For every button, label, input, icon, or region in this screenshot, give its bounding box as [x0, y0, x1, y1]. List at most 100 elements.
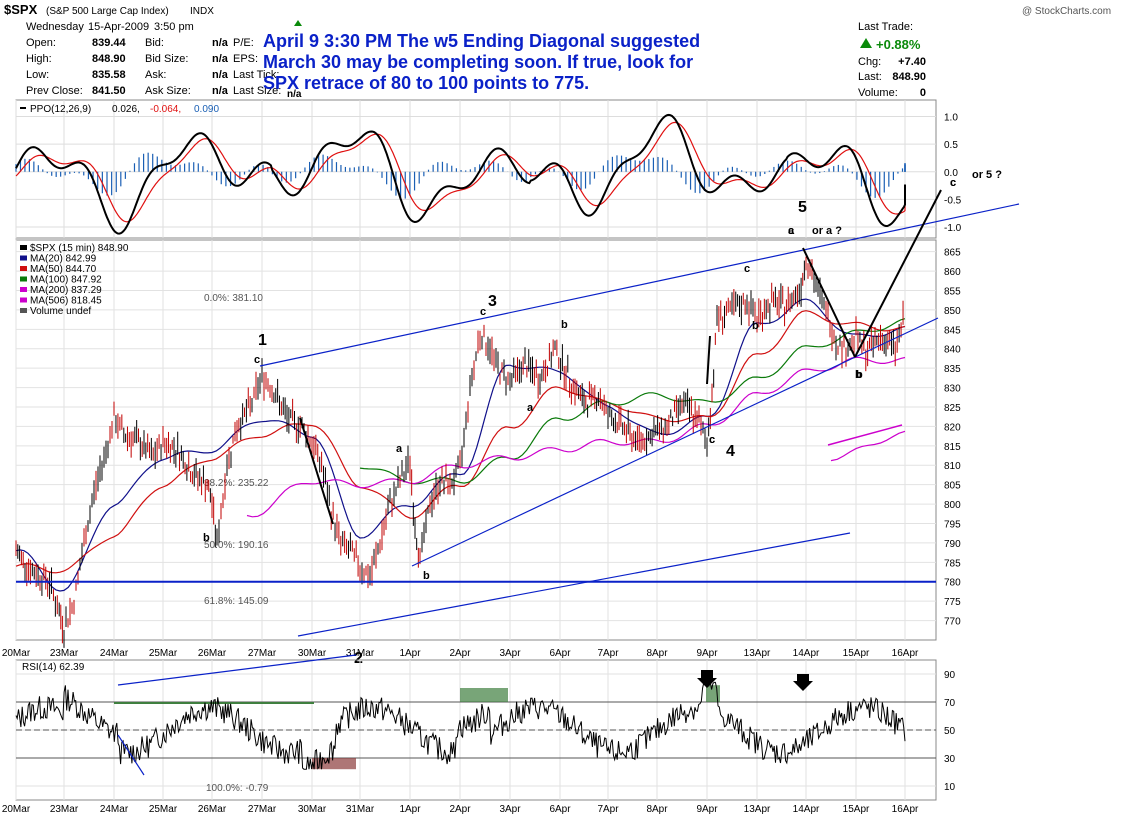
chg-value: +7.40 — [898, 56, 926, 68]
ma-line-ma506 — [830, 430, 906, 462]
ppo-legend-name: PPO(12,26,9) — [30, 104, 91, 115]
quote-time: 3:50 pm — [154, 21, 194, 33]
price-ytick: 770 — [944, 617, 961, 628]
quote-label: Bid: — [145, 37, 164, 49]
price-ytick: 795 — [944, 519, 961, 530]
xtick-bottom: 3Apr — [499, 804, 521, 815]
quote-date2: 15-Apr-2009 — [88, 21, 149, 33]
xtick-bottom: 20Mar — [2, 804, 31, 815]
trend-line — [827, 424, 903, 446]
xtick-bottom: 1Apr — [399, 804, 421, 815]
xtick-top: 27Mar — [248, 648, 277, 659]
legend-swatch — [20, 245, 27, 250]
quote-value: 841.50 — [92, 85, 126, 97]
quote-label: P/E: — [233, 37, 254, 49]
fib-label: 50.0%: 190.16 — [204, 540, 269, 551]
wave-sub-label: c — [254, 354, 260, 366]
quote-value: n/a — [212, 53, 229, 65]
legend-swatch — [20, 297, 27, 303]
rsi-overbought-fill — [460, 688, 508, 702]
ma-line-ma100 — [359, 318, 906, 485]
legend-swatch — [20, 287, 27, 292]
xtick-top: 26Mar — [198, 648, 227, 659]
triangle-up-icon — [860, 38, 872, 48]
wave-sub-label: a — [396, 443, 403, 455]
legend-entry: MA(200) 837.29 — [30, 285, 102, 296]
quote-label: Last Tick: — [233, 69, 279, 81]
xtick-bottom: 25Mar — [149, 804, 178, 815]
xtick-bottom: 8Apr — [646, 804, 668, 815]
xtick-top: 6Apr — [549, 648, 571, 659]
analyst-note: April 9 3:30 PM The w5 Ending Diagonal s… — [263, 31, 700, 93]
price-panel: 865 860 855 850 845 840 835 830 825 820 815 810 805 8… — [2, 169, 1020, 667]
chart-symbol: $SPX — [4, 2, 38, 17]
rsi-ytick: 90 — [944, 670, 956, 681]
rsi-resistance-line — [117, 654, 357, 686]
xtick-top: 13Apr — [744, 648, 771, 659]
quote-label: Bid Size: — [145, 53, 188, 65]
xtick-bottom: 27Mar — [248, 804, 277, 815]
wave-sub-label: b — [855, 369, 862, 381]
wave-sub-label: c — [709, 434, 715, 446]
chart-name: (S&P 500 Large Cap Index) — [46, 6, 169, 17]
xtick-top: 14Apr — [793, 648, 820, 659]
legend-entry: MA(100) 847.92 — [30, 275, 102, 286]
ma-line-ma50 — [15, 310, 906, 574]
price-ytick: 855 — [944, 286, 961, 297]
price-ytick: 850 — [944, 306, 961, 317]
last-size-value: n/a — [287, 89, 302, 100]
xtick-bottom: 15Apr — [843, 804, 870, 815]
xtick-bottom: 2Apr — [449, 804, 471, 815]
ma-line-ma200 — [246, 356, 906, 518]
trend-line — [854, 189, 942, 358]
ppo-ytick: 0.5 — [944, 140, 958, 151]
xtick-top: 7Apr — [597, 648, 619, 659]
fib-label: 61.8%: 145.09 — [204, 596, 269, 607]
price-frame — [15, 239, 937, 641]
legend-swatch — [20, 266, 27, 271]
xtick-bottom: 9Apr — [696, 804, 718, 815]
chart-credit: @ StockCharts.com — [1022, 6, 1111, 17]
ppo-ytick: -1.0 — [944, 223, 962, 234]
xtick-top: 3Apr — [499, 648, 521, 659]
wave-sub-label: a — [788, 225, 795, 237]
quote-value: 835.58 — [92, 69, 126, 81]
legend-entry: MA(506) 818.45 — [30, 296, 102, 307]
xtick-bottom: 14Apr — [793, 804, 820, 815]
trend-line — [259, 203, 1020, 367]
rsi-panel: 90 70 50 30 10 RSI(14) 62.39 100.0%: -0.79 2… — [2, 654, 956, 815]
wave-label: or 5 ? — [972, 169, 1002, 181]
price-ytick: 780 — [944, 578, 961, 589]
quote-table: Wednesday 15-Apr-2009 3:50 pm Open: 839.4… — [26, 20, 302, 100]
last-value: 848.90 — [892, 71, 926, 83]
trend-line — [297, 532, 851, 637]
price-ytick: 835 — [944, 364, 961, 375]
ppo-signal-line — [15, 121, 906, 223]
rsi-ytick: 50 — [944, 726, 956, 737]
xtick-bottom: 16Apr — [892, 804, 919, 815]
xtick-bottom: 26Mar — [198, 804, 227, 815]
quote-label: EPS: — [233, 53, 258, 65]
quote-value: 848.90 — [92, 53, 126, 65]
ppo-panel: 1.0 0.5 0.0 -0.5 -1.0 PPO(12,26,9) 0.026, -0… — [15, 99, 962, 239]
quote-date: Wednesday — [26, 21, 84, 33]
quote-label: Last Size: — [233, 85, 281, 97]
price-ytick: 790 — [944, 539, 961, 550]
chart-exchange: INDX — [190, 6, 214, 17]
price-ytick: 820 — [944, 422, 961, 433]
wave-sub-label: c — [788, 225, 794, 237]
legend-swatch — [20, 308, 27, 313]
xtick-top: 30Mar — [298, 648, 327, 659]
fib-label: 38.2%: 235.22 — [204, 478, 269, 489]
price-ytick: 800 — [944, 500, 961, 511]
xtick-top: 31Mar — [346, 648, 375, 659]
ppo-legend-v3: 0.090 — [194, 104, 219, 115]
ppo-line — [15, 113, 906, 235]
price-ytick: 825 — [944, 403, 961, 414]
trend-line — [299, 417, 334, 525]
legend-swatch — [20, 276, 27, 282]
wave-label: 4 — [726, 443, 735, 460]
quote-value: n/a — [212, 69, 229, 81]
rsi-ytick: 70 — [944, 698, 956, 709]
